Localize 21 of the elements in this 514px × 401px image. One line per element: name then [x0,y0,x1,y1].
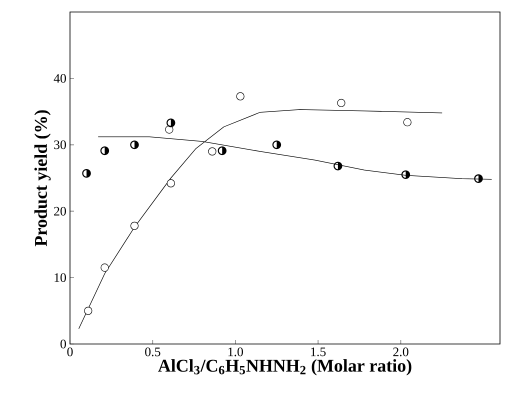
y-tick-label: 40 [54,74,66,83]
y-tick-label: 0 [60,340,66,348]
point [130,222,139,230]
y-tick-label: 10 [54,273,66,282]
point [236,92,244,100]
y-tick-label: 20 [54,206,66,216]
point [337,98,346,108]
point [403,118,412,126]
x-tick-label: 0.5 [145,348,160,356]
y-tick-label: 30 [54,140,66,150]
point [165,125,174,134]
x-tick-label: 1.5 [311,348,326,356]
point [208,147,216,156]
point [166,179,175,188]
y-axis-title: Product yield (%) [34,110,51,246]
point [100,264,109,272]
x-tick-label: 0 [67,348,73,356]
point [84,306,92,315]
text: AlCl$_{3}$/C$_{6}$H$_{5}$NHNH$_{2}$ (Molar ratio) [158,359,412,376]
x-tick-label: 2.0 [393,348,408,356]
x-tick-label: 1.0 [228,348,243,356]
